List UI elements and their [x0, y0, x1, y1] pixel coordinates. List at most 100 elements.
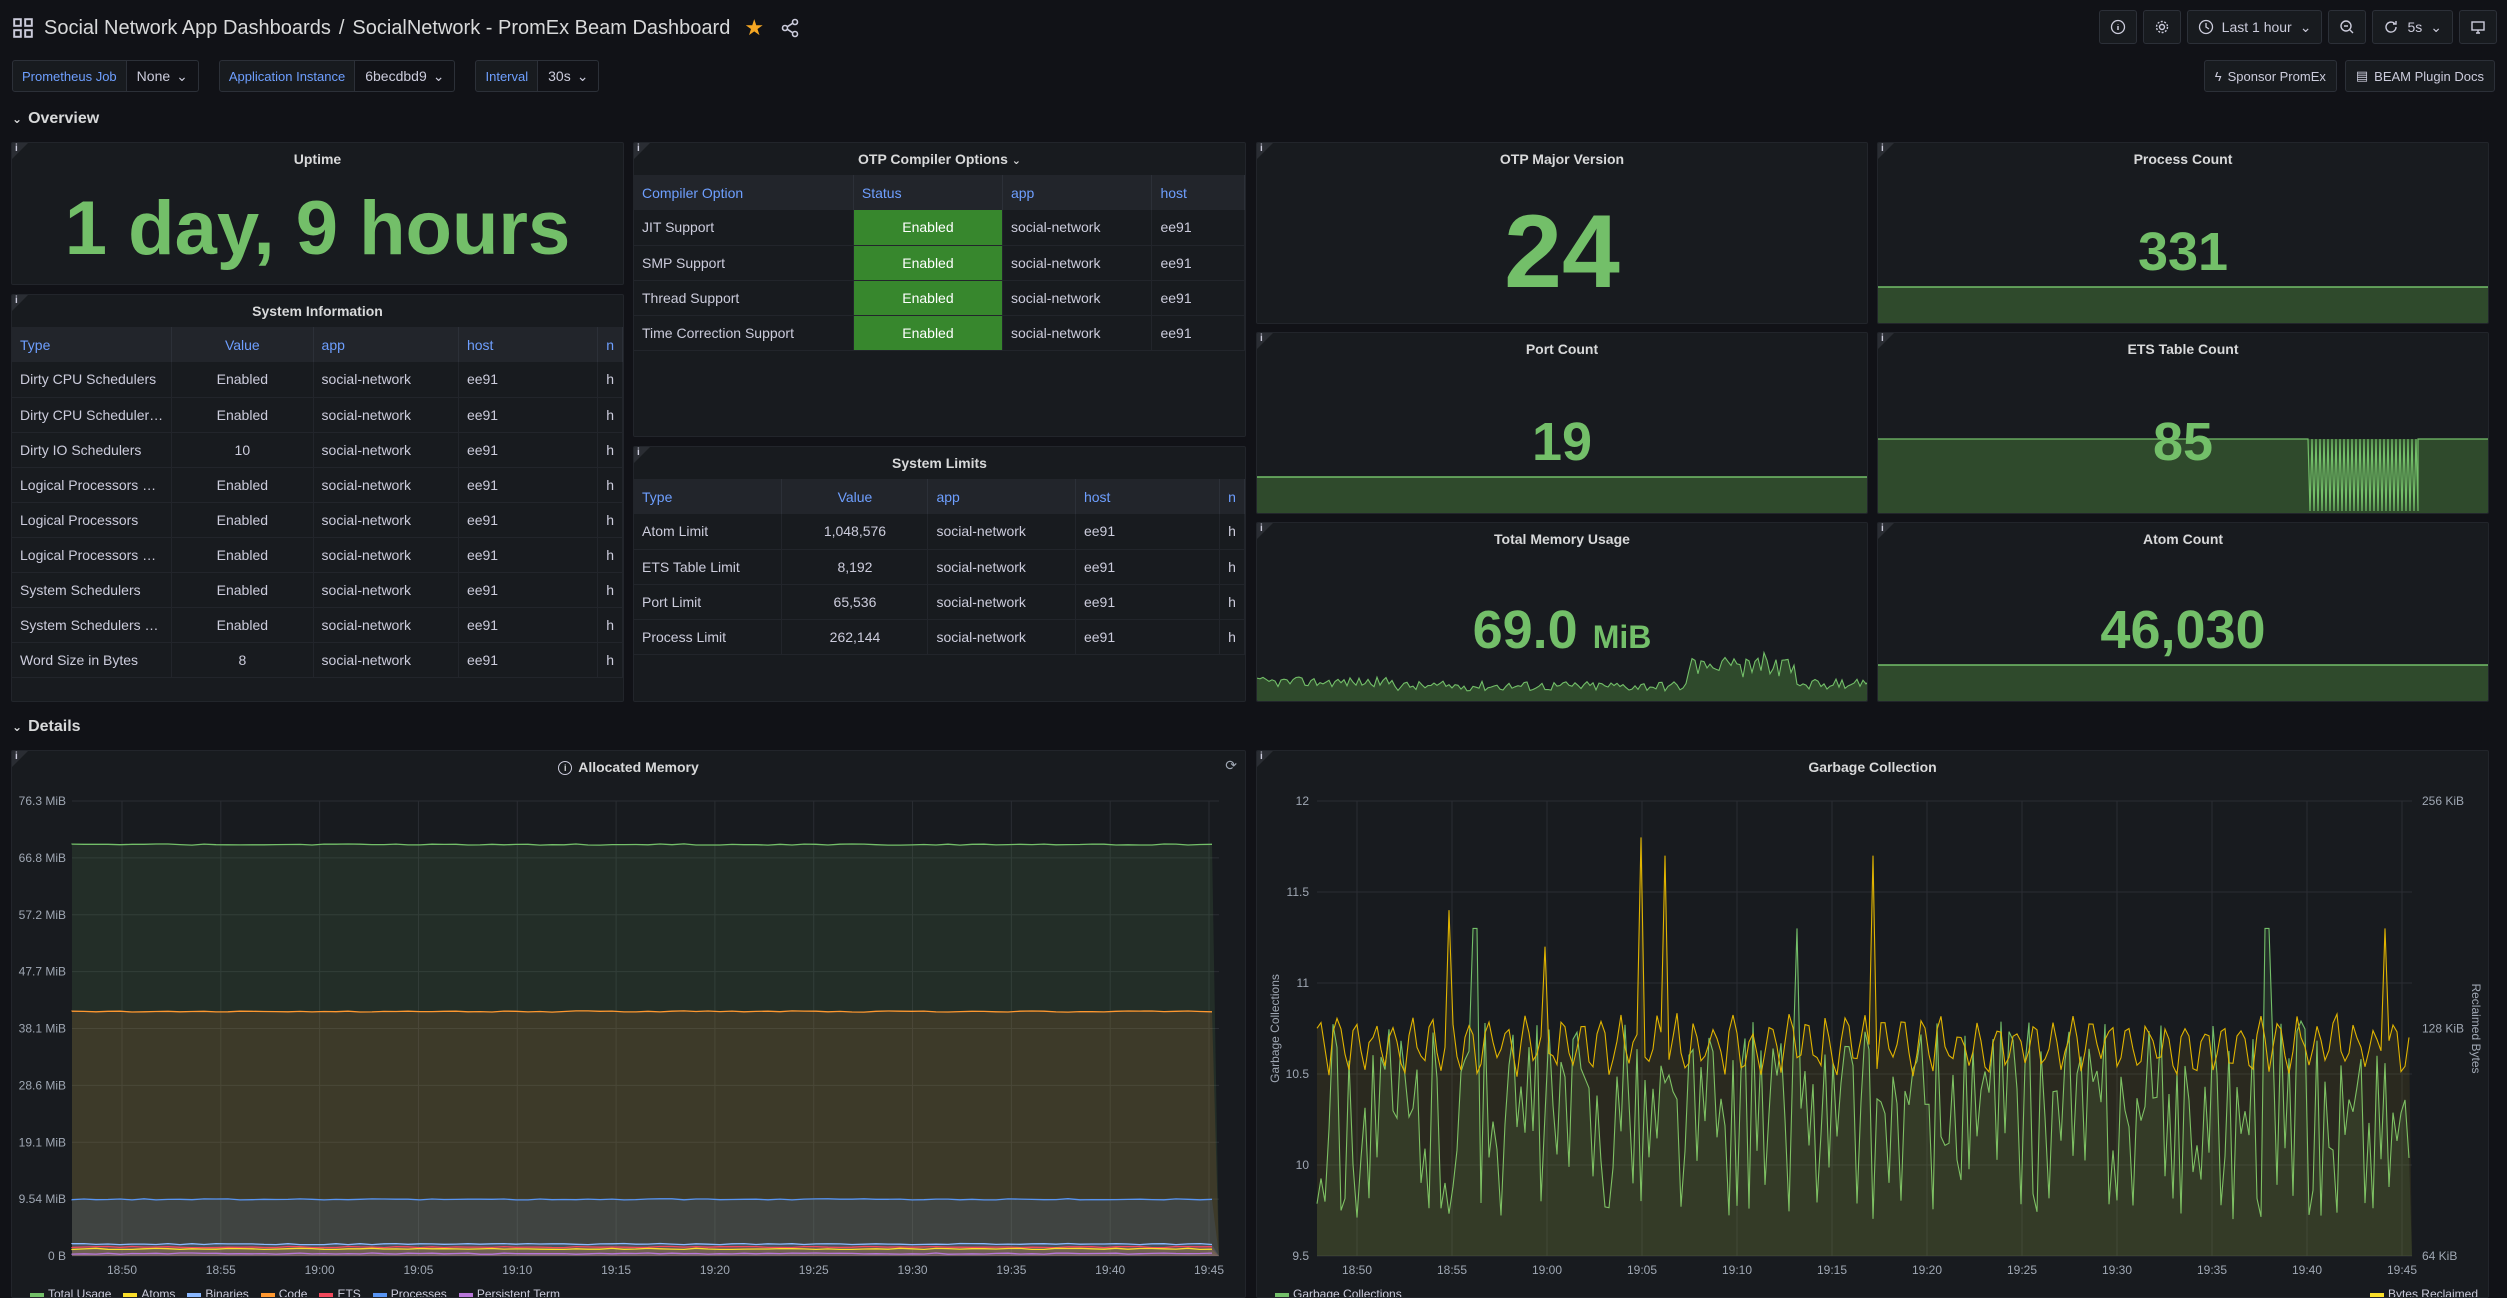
column-header[interactable]: host: [1151, 175, 1245, 210]
column-header[interactable]: host: [458, 327, 599, 362]
column-header[interactable]: Type: [634, 479, 783, 514]
info-circle-icon: i: [558, 761, 573, 776]
column-header[interactable]: Value: [171, 327, 314, 362]
panel-info-corner[interactable]: [1878, 523, 1894, 539]
legend-item[interactable]: Processes: [372, 1287, 447, 1297]
info-icon[interactable]: i: [1260, 523, 1263, 534]
legend-swatch: [458, 1292, 473, 1297]
info-icon[interactable]: i: [15, 143, 18, 154]
panel-allocated-memory[interactable]: i i Allocated Memory ⟳ 76.3 MiB 66.8 MiB 57…: [11, 750, 1246, 1298]
column-header[interactable]: Value: [781, 479, 929, 514]
variable-application-instance[interactable]: Application Instance 6becdbd9 ⌄: [218, 60, 456, 92]
panel-system-information[interactable]: i System Information Type Value app host n Di…: [11, 294, 624, 702]
doc-icon: ▤: [2355, 68, 2369, 83]
column-header[interactable]: app: [927, 479, 1076, 514]
panel-ets-table-count[interactable]: i ETS Table Count 85: [1877, 332, 2489, 514]
info-icon[interactable]: i: [15, 295, 18, 306]
panel-port-count[interactable]: i Port Count 19: [1256, 332, 1868, 514]
docs-link[interactable]: ▤ BEAM Plugin Docs: [2344, 60, 2495, 92]
dashboard-settings-button[interactable]: [2142, 10, 2181, 44]
legend-label: Total Usage: [48, 1287, 112, 1298]
variable-interval[interactable]: Interval 30s ⌄: [475, 60, 600, 92]
panel-otp-major-version[interactable]: i OTP Major Version 24: [1256, 142, 1868, 324]
apps-grid-icon[interactable]: [12, 17, 34, 39]
refresh-icon[interactable]: ⟳: [1225, 757, 1237, 773]
panel-otp-compiler-options[interactable]: i OTP Compiler Options ⌄ Compiler Option…: [633, 142, 1246, 437]
column-header[interactable]: n: [1219, 479, 1245, 514]
info-icon[interactable]: i: [1260, 333, 1263, 344]
panel-info-corner[interactable]: [1257, 333, 1273, 349]
legend-item[interactable]: Persistent Term: [458, 1287, 560, 1297]
y-axis-label: Garbage Collections: [1268, 974, 1282, 1083]
variable-prometheus-job[interactable]: Prometheus Job None ⌄: [12, 60, 199, 92]
legend-item[interactable]: Garbage Collections: [1275, 1287, 1402, 1297]
info-icon[interactable]: i: [1260, 143, 1263, 154]
bolt-icon: ϟ: [2214, 68, 2222, 84]
chevron-down-icon: ⌄: [2299, 18, 2312, 35]
legend-item[interactable]: Total Usage: [30, 1287, 112, 1298]
panel-process-count[interactable]: i Process Count 331: [1877, 142, 2489, 324]
legend-item[interactable]: Binaries: [187, 1287, 249, 1297]
x-tick-label: 19:15: [1817, 1263, 1847, 1277]
column-header[interactable]: Type: [12, 327, 173, 362]
panel-info-corner[interactable]: [1878, 333, 1894, 349]
variable-select[interactable]: 30s ⌄: [538, 60, 600, 92]
share-icon[interactable]: [780, 18, 800, 38]
panel-total-memory-usage[interactable]: i Total Memory Usage 69.0 MiB: [1256, 522, 1868, 702]
panel-info-corner[interactable]: [1257, 751, 1273, 767]
zoom-out-button[interactable]: [2328, 10, 2367, 44]
table-cell: h: [597, 642, 623, 678]
column-header[interactable]: Compiler Option: [634, 175, 854, 210]
column-header[interactable]: Status: [853, 175, 1003, 210]
panel-uptime[interactable]: i Uptime 1 day, 9 hours: [11, 142, 624, 285]
breadcrumb-folder[interactable]: Social Network App Dashboards: [44, 16, 331, 39]
series-line: [71, 1245, 1213, 1249]
tv-mode-button[interactable]: [2459, 10, 2497, 44]
panel-info-corner[interactable]: [1257, 143, 1273, 159]
panel-info-corner[interactable]: [12, 751, 28, 767]
info-icon[interactable]: i: [1881, 333, 1884, 344]
y-right-tick-label: 128 KiB: [2422, 1022, 2464, 1036]
panel-atom-count[interactable]: i Atom Count 46,030: [1877, 522, 2489, 702]
series-area: [1317, 928, 2412, 1256]
info-icon[interactable]: i: [1881, 523, 1884, 534]
variable-select[interactable]: 6becdbd9 ⌄: [355, 60, 456, 92]
table-cell: ee91: [458, 397, 599, 433]
process-count-sparkline: [1878, 286, 2488, 323]
info-icon[interactable]: i: [637, 447, 640, 458]
info-icon[interactable]: i: [1881, 143, 1884, 154]
dashboard-title[interactable]: SocialNetwork - PromEx Beam Dashboard: [352, 16, 731, 39]
info-icon[interactable]: i: [1260, 751, 1263, 762]
panel-info-corner[interactable]: [634, 143, 650, 159]
panel-garbage-collection[interactable]: i Garbage Collection 12 11.5 11 10.5 10 9.5 25…: [1256, 750, 2489, 1298]
info-icon[interactable]: i: [637, 143, 640, 154]
x-tick-label: 19:40: [2292, 1263, 2322, 1277]
column-header[interactable]: host: [1075, 479, 1221, 514]
panel-info-corner[interactable]: [1257, 523, 1273, 539]
time-range-picker[interactable]: Last 1 hour ⌄: [2186, 10, 2323, 44]
panel-info-corner[interactable]: [12, 143, 28, 159]
refresh-button[interactable]: 5s ⌄: [2372, 10, 2453, 44]
column-header[interactable]: app: [1002, 175, 1153, 210]
panel-info-corner[interactable]: [634, 447, 650, 463]
column-header[interactable]: app: [313, 327, 459, 362]
legend-item[interactable]: ETS: [319, 1287, 361, 1297]
legend-item[interactable]: Atoms: [123, 1287, 175, 1297]
variable-select[interactable]: None ⌄: [126, 60, 199, 92]
panel-info-corner[interactable]: [1878, 143, 1894, 159]
legend-item[interactable]: Bytes Reclaimed: [2369, 1287, 2478, 1297]
panel-title[interactable]: OTP Compiler Options ⌄: [634, 151, 1245, 167]
info-icon[interactable]: i: [15, 751, 18, 762]
legend-item[interactable]: Code: [260, 1287, 307, 1297]
table-cell: SMP Support: [634, 245, 854, 281]
panel-system-limits[interactable]: i System Limits Type Value app host n Atom Li…: [633, 446, 1246, 702]
row-overview[interactable]: ⌄ Overview: [12, 110, 99, 128]
sponsor-link[interactable]: ϟ Sponsor PromEx: [2203, 60, 2337, 92]
star-icon[interactable]: ★: [744, 15, 765, 40]
panel-info-corner[interactable]: [12, 295, 28, 311]
table-cell: ee91: [458, 642, 599, 678]
row-details[interactable]: ⌄ Details: [12, 718, 81, 736]
column-header[interactable]: n: [597, 327, 623, 362]
dashboard-info-button[interactable]: [2098, 10, 2137, 44]
table-cell: h: [597, 467, 623, 503]
